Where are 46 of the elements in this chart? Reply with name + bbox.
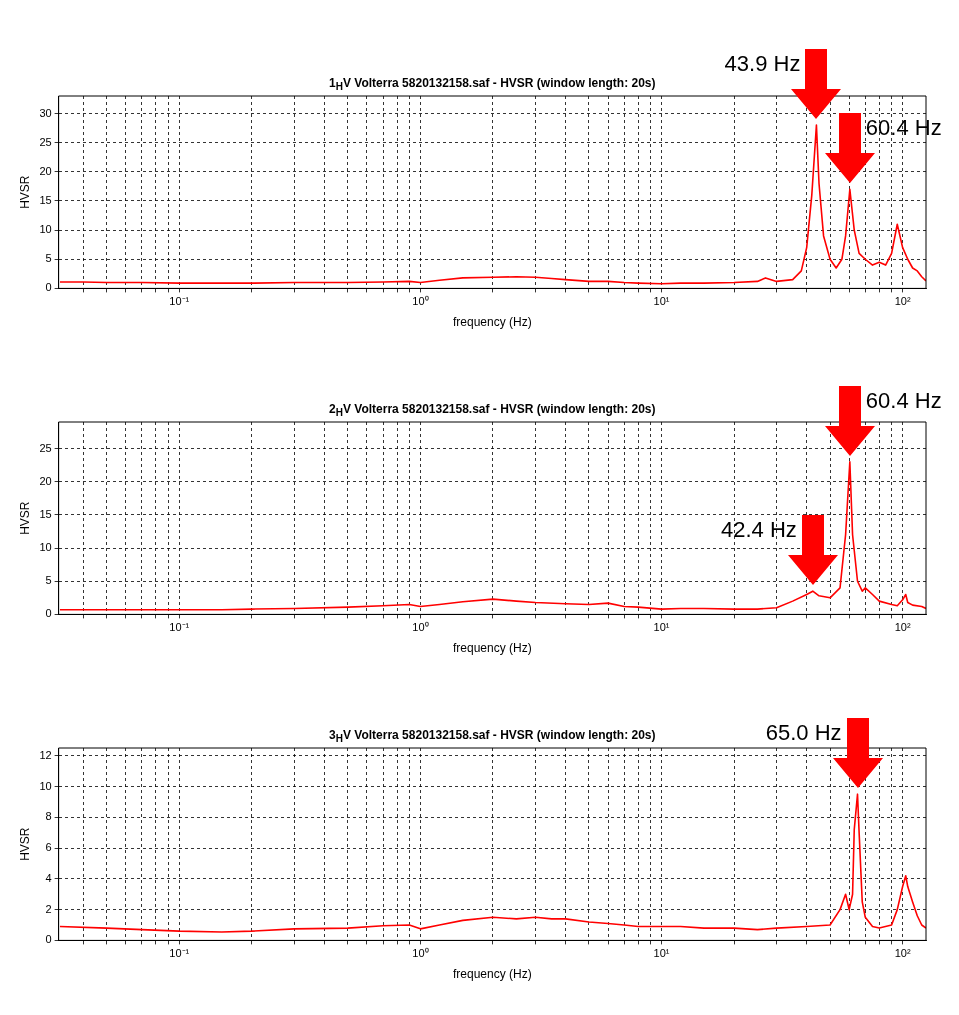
y-tick-label: 0	[45, 281, 52, 294]
x-axis-title: frequency (Hz)	[452, 315, 532, 330]
chart-title: 2$_{H}$V Volterra 5820132158.saf - HVSR (window length: 20s)	[329, 402, 656, 419]
annotation: 43.9 Hz	[724, 51, 801, 78]
y-tick-label: 2	[45, 902, 52, 915]
y-tick-label: 0	[45, 933, 52, 946]
y-axis-title: HVSR	[17, 827, 32, 861]
x-tick-label: 10¹	[653, 947, 670, 960]
y-axis-title: HVSR	[17, 501, 32, 535]
x-tick-label: 10⁰	[412, 947, 429, 960]
chart-title: 3$_{H}$V Volterra 5820132158.saf - HVSR (window length: 20s)	[329, 728, 656, 745]
x-tick-label: 10⁻¹	[169, 621, 190, 634]
annotation: 65.0 Hz	[765, 720, 842, 747]
y-axis-title: HVSR	[17, 175, 32, 209]
x-axis-title: frequency (Hz)	[452, 967, 532, 982]
annotation: 60.4 Hz	[865, 115, 942, 142]
y-tick-label: 10	[39, 223, 52, 236]
x-tick-label: 10¹	[653, 621, 670, 634]
y-tick-label: 5	[45, 252, 52, 265]
y-tick-label: 12	[39, 748, 52, 761]
y-tick-label: 6	[45, 841, 52, 854]
y-tick-label: 5	[45, 574, 52, 587]
y-tick-label: 4	[45, 871, 52, 884]
y-tick-label: 25	[39, 441, 52, 454]
x-tick-label: 10²	[894, 947, 911, 960]
x-tick-label: 10²	[894, 295, 911, 308]
x-tick-label: 10⁻¹	[169, 295, 190, 308]
y-tick-label: 30	[39, 106, 52, 119]
x-tick-label: 10¹	[653, 295, 670, 308]
x-axis-title: frequency (Hz)	[452, 641, 532, 656]
y-tick-label: 8	[45, 810, 52, 823]
y-tick-label: 15	[39, 507, 52, 520]
y-tick-label: 10	[39, 541, 52, 554]
x-tick-label: 10²	[894, 621, 911, 634]
y-tick-label: 15	[39, 193, 52, 206]
y-tick-label: 20	[39, 164, 52, 177]
chart-title: 1$_{H}$V Volterra 5820132158.saf - HVSR (window length: 20s)	[328, 76, 657, 93]
y-tick-label: 25	[39, 135, 52, 148]
y-tick-label: 0	[45, 607, 52, 620]
annotation: 60.4 Hz	[865, 387, 942, 414]
x-tick-label: 10⁻¹	[169, 947, 190, 960]
x-tick-label: 10⁰	[412, 295, 429, 308]
y-tick-label: 10	[39, 779, 52, 792]
x-tick-label: 10⁰	[412, 621, 429, 634]
y-tick-label: 20	[39, 474, 52, 487]
annotation: 42.4 Hz	[720, 517, 797, 544]
